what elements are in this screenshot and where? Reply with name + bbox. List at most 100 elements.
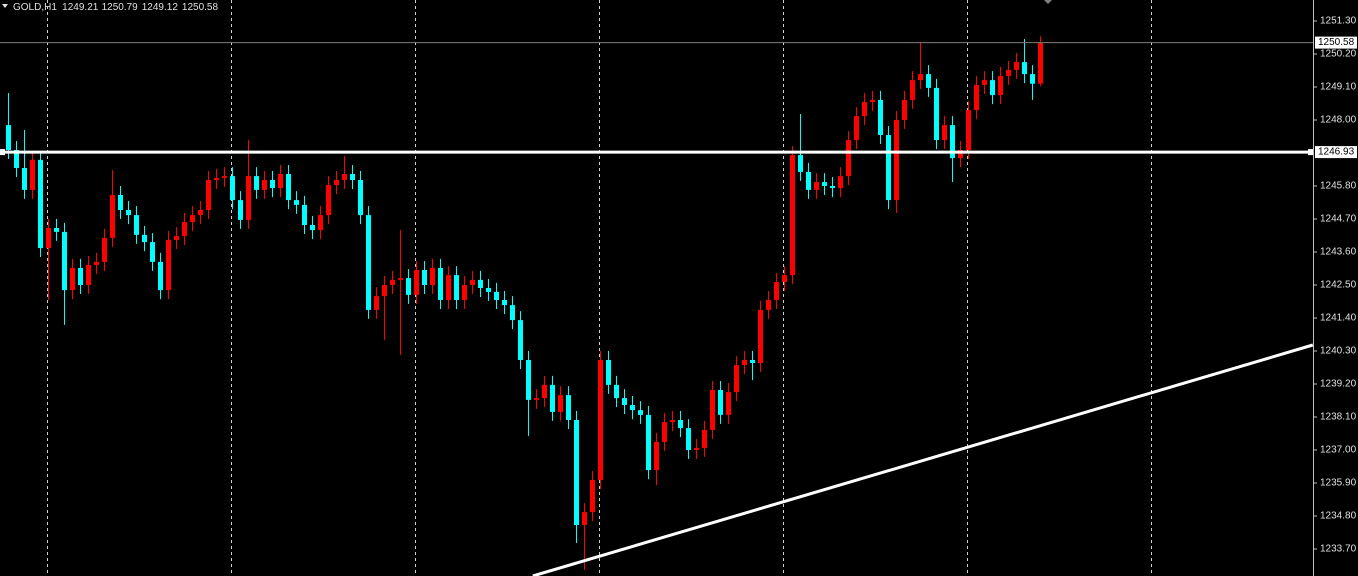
candle-body	[662, 422, 667, 442]
candle-body	[798, 155, 803, 172]
candle-body	[734, 365, 739, 393]
level-handle	[0, 149, 5, 156]
candle-body	[966, 110, 971, 150]
y-tick-label: 1244.70	[1320, 214, 1357, 225]
candle-body	[574, 420, 579, 525]
candle-body	[686, 428, 691, 450]
candle-body	[774, 282, 779, 300]
level-handle	[1308, 149, 1313, 156]
trendline	[532, 343, 1314, 576]
candle-body	[678, 420, 683, 429]
y-tick-label: 1238.10	[1320, 412, 1357, 423]
candle-body	[230, 176, 235, 201]
candle-body	[86, 264, 91, 285]
candle-body	[902, 99, 907, 120]
candle-body	[262, 180, 267, 190]
candle-body	[870, 99, 875, 102]
candle-body	[470, 279, 475, 285]
y-tick-label: 1239.20	[1320, 379, 1357, 390]
y-tick-label: 1251.30	[1320, 16, 1357, 27]
candle-body	[110, 195, 115, 238]
candle-body	[198, 210, 203, 216]
candle-body	[566, 395, 571, 420]
candle-body	[342, 174, 347, 180]
candle-body	[510, 305, 515, 321]
candle-body	[878, 99, 883, 135]
candle-body	[438, 267, 443, 300]
candle-body	[526, 360, 531, 400]
open-value: 1249.21	[62, 2, 99, 13]
candle-body	[294, 200, 299, 205]
candle-body	[206, 180, 211, 210]
candle-body	[1006, 69, 1011, 76]
candle-body	[302, 204, 307, 225]
level-label-box	[1315, 146, 1357, 159]
candle-body	[582, 512, 587, 525]
candle-body	[534, 398, 539, 400]
candle-body	[990, 80, 995, 96]
candle-body	[846, 140, 851, 177]
candle-body	[318, 215, 323, 231]
candle-body	[310, 225, 315, 231]
candle-body	[982, 80, 987, 85]
candle-body	[550, 384, 555, 412]
candle-body	[366, 215, 371, 310]
candle-body	[462, 285, 467, 300]
candle-body	[406, 278, 411, 295]
candle-body	[46, 228, 51, 249]
candle-body	[934, 87, 939, 141]
candle-body	[1014, 62, 1019, 70]
candle-body	[718, 390, 723, 415]
menu-arrow[interactable]	[2, 4, 8, 8]
y-tick-label: 1243.60	[1320, 247, 1357, 258]
y-tick-label: 1249.10	[1320, 82, 1357, 93]
candle-body	[894, 120, 899, 201]
candle-body	[414, 270, 419, 295]
candle-body	[494, 291, 499, 300]
candle-body	[958, 150, 963, 159]
candle-body	[190, 215, 195, 222]
y-tick-label: 1235.90	[1320, 478, 1357, 489]
candle-body	[926, 74, 931, 88]
candle-body	[30, 159, 35, 190]
close-value: 1250.58	[182, 2, 219, 13]
candle-body	[598, 360, 603, 480]
candle-body	[862, 102, 867, 117]
candle-body	[654, 441, 659, 471]
candle-body	[222, 176, 227, 178]
candle-body	[286, 174, 291, 201]
candle-body	[62, 231, 67, 291]
candle-body	[422, 270, 427, 285]
candle-body	[150, 242, 155, 262]
candle-body	[814, 182, 819, 190]
candle-body	[326, 185, 331, 216]
candle-body	[942, 125, 947, 141]
candle-body	[454, 275, 459, 300]
candle-body	[54, 228, 59, 232]
candle-body	[750, 360, 755, 363]
high-value: 1250.79	[102, 2, 139, 13]
candle-body	[918, 74, 923, 81]
candle-body	[1030, 74, 1035, 84]
candle-body	[134, 215, 139, 235]
candle-body	[998, 75, 1003, 96]
y-tick-label: 1233.70	[1320, 544, 1357, 555]
y-tick-label: 1237.00	[1320, 445, 1357, 456]
candle-body	[238, 200, 243, 220]
candle-body	[782, 275, 787, 282]
candle-body	[78, 267, 83, 285]
candle-body	[142, 234, 147, 243]
candle-body	[702, 429, 707, 448]
candle-body	[622, 398, 627, 405]
candle-body	[126, 210, 131, 216]
candle-body	[174, 236, 179, 240]
candle-body	[246, 176, 251, 220]
candle-body	[6, 125, 11, 150]
candle-body	[726, 392, 731, 415]
candle-body	[390, 279, 395, 285]
y-tick-label: 1241.40	[1320, 313, 1357, 324]
candle-body	[542, 384, 547, 399]
candle-body	[830, 186, 835, 189]
